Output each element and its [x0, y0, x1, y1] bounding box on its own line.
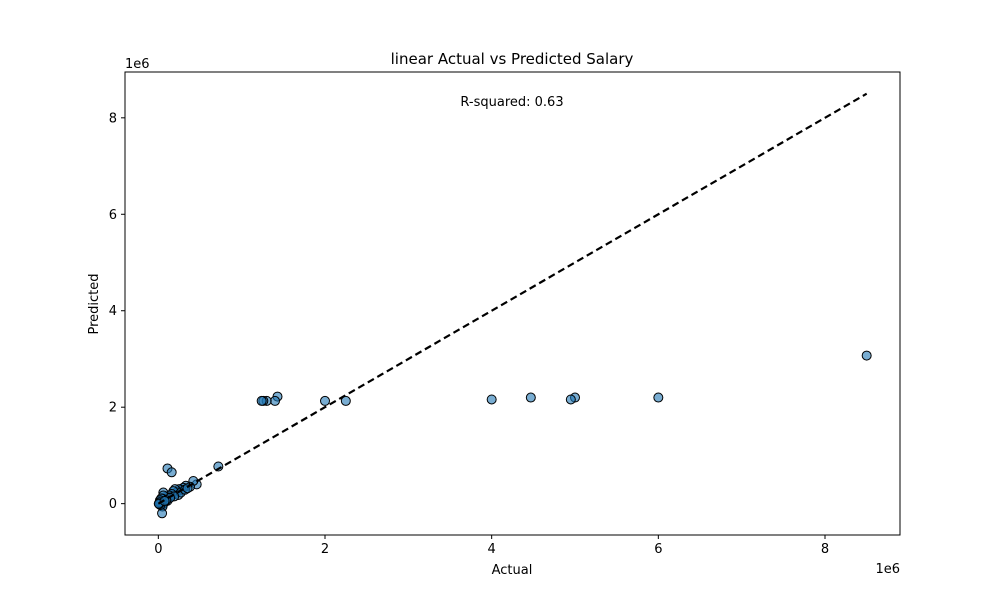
y-tick-label: 0	[109, 497, 117, 512]
y-tick-label: 8	[109, 111, 117, 126]
y-axis-ticks: 0 2 4 6 8	[109, 111, 125, 512]
x-tick-label: 8	[821, 542, 829, 557]
x-tick-label: 4	[488, 542, 496, 557]
scatter-point	[653, 392, 664, 403]
scatter-point	[157, 508, 168, 519]
chart-title: linear Actual vs Predicted Salary	[391, 50, 634, 68]
scatter-point	[320, 395, 330, 406]
scatter-point	[861, 350, 872, 361]
y-tick-label: 4	[109, 304, 117, 319]
x-tick-label: 0	[154, 542, 162, 557]
scatter-point	[256, 395, 267, 406]
scatter-point	[166, 467, 177, 478]
x-tick-label: 2	[321, 542, 329, 557]
scatter-point	[486, 394, 497, 405]
x-axis-label: Actual	[492, 563, 533, 578]
reference-line	[157, 92, 868, 505]
scatter-point	[565, 394, 576, 405]
y-axis-label: Predicted	[87, 273, 102, 334]
y-tick-label: 2	[109, 401, 117, 416]
plot-frame	[124, 71, 901, 536]
x-tick-label: 6	[654, 542, 662, 557]
r-squared-annotation: R-squared: 0.63	[460, 95, 563, 110]
x-axis-offset-label: 1e6	[875, 562, 900, 577]
scatter-point	[340, 395, 351, 406]
y-tick-label: 6	[109, 208, 117, 223]
points-layer	[153, 350, 872, 519]
x-axis-ticks: 0 2 4 6 8	[154, 535, 829, 557]
y-axis-offset-label: 1e6	[125, 57, 150, 72]
scatter-point	[525, 392, 536, 403]
reference-line-layer	[157, 92, 868, 505]
scatter-point	[270, 395, 280, 406]
plot-area	[125, 72, 900, 535]
